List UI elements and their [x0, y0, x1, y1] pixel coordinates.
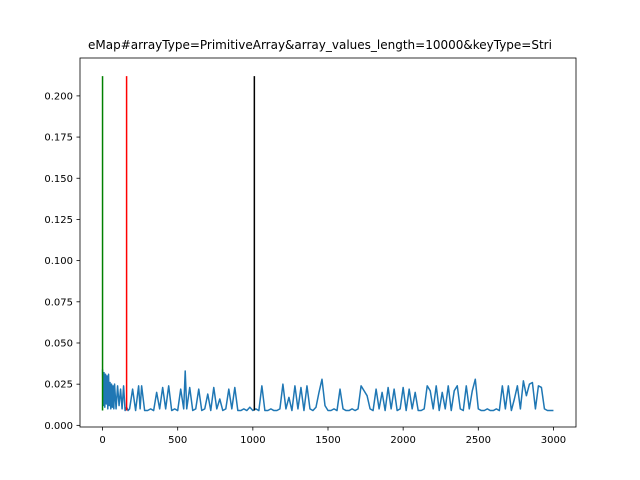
x-tick-label: 1000 [240, 435, 265, 446]
y-tick-label: 0.025 [44, 380, 73, 391]
series-line-0 [101, 369, 554, 412]
x-tick-label: 0 [99, 435, 105, 446]
y-tick-label: 0.200 [44, 91, 73, 102]
x-tick-label: 3000 [541, 435, 566, 446]
y-tick-label: 0.000 [44, 421, 73, 432]
x-tick-label: 2500 [466, 435, 491, 446]
x-tick-label: 1500 [315, 435, 340, 446]
y-tick-label: 0.150 [44, 174, 73, 185]
y-tick-label: 0.125 [44, 215, 73, 226]
y-tick-label: 0.100 [44, 256, 73, 267]
y-tick-label: 0.050 [44, 338, 73, 349]
x-tick-label: 500 [168, 435, 187, 446]
y-tick-label: 0.075 [44, 297, 73, 308]
plot-area: 0 500 1000 1500 2000 2500 3000 0.000 0.025 0.050 0… [44, 57, 577, 446]
y-tick-label: 0.175 [44, 133, 73, 144]
chart-title: eMap#arrayType=PrimitiveArray&array_valu… [88, 38, 552, 52]
x-tick-label: 2000 [390, 435, 415, 446]
